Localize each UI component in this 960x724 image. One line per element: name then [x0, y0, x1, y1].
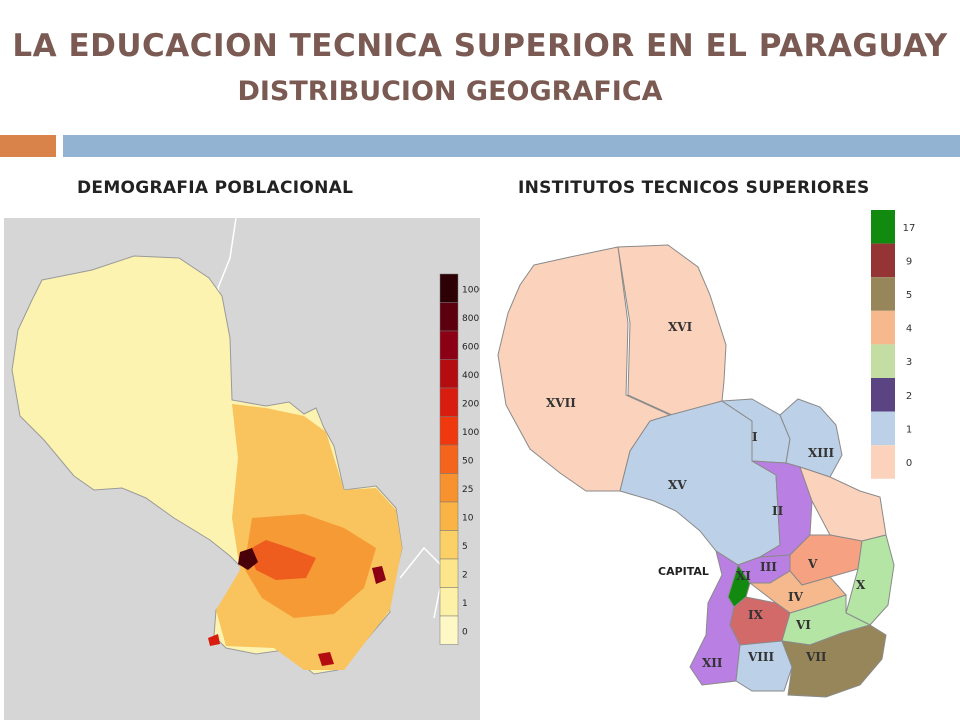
institutes-legend-label: 5: [906, 290, 912, 301]
institutes-heading: INSTITUTOS TECNICOS SUPERIORES: [518, 178, 870, 198]
region-label-iv: IV: [788, 590, 804, 604]
density-legend-label: 800: [462, 314, 479, 324]
density-legend-label: 0: [462, 627, 468, 637]
accent-bar-blue: [63, 135, 960, 157]
page-subtitle: DISTRIBUCION GEOGRAFICA: [237, 76, 663, 107]
region-label-xvi: XVI: [668, 320, 693, 334]
population-density-map: 10008006004002001005025105210: [4, 217, 485, 720]
region-label-ii: II: [772, 504, 784, 518]
accent-bar-orange: [0, 135, 56, 157]
density-legend-label: 25: [462, 485, 473, 495]
density-legend-swatch: [439, 615, 459, 645]
density-legend-swatch: [439, 273, 459, 303]
region-label-iii: III: [760, 560, 777, 574]
density-legend-swatch: [439, 587, 459, 617]
institutes-legend-swatch: [871, 243, 895, 278]
density-legend-label: 2: [462, 570, 468, 580]
institutes-legend-swatch: [871, 411, 895, 446]
density-peak-southwest: [208, 634, 220, 646]
region-xvi: [617, 244, 727, 416]
region-label-viii: VIII: [747, 650, 775, 664]
institutes-legend-swatch: [871, 378, 895, 412]
density-legend-label: 400: [462, 371, 479, 381]
density-legend-swatch: [439, 558, 459, 588]
density-peak-capital: [238, 548, 258, 570]
institutes-legend-label: 3: [906, 357, 912, 368]
institutes-legend-swatch: [871, 310, 895, 345]
density-legend-swatch: [439, 302, 459, 332]
density-legend-label: 5: [462, 542, 468, 552]
density-legend-label: 600: [462, 342, 479, 352]
density-legend-label: 200: [462, 399, 479, 409]
density-legend-swatch: [439, 416, 459, 446]
density-legend-label: 10: [462, 513, 474, 523]
region-label-v: V: [807, 557, 818, 571]
density-legend-swatch: [439, 473, 459, 503]
density-zone-200: [248, 540, 316, 580]
institutes-legend-swatch: [871, 277, 895, 311]
density-peak-south: [318, 652, 334, 666]
region-label-xv: XV: [668, 478, 687, 492]
institutes-legend-label: 4: [906, 324, 912, 335]
density-legend-label: 1: [462, 599, 468, 609]
region-label-i: I: [752, 430, 758, 444]
density-map-svg: 10008006004002001005025105210: [11, 217, 485, 675]
region-label-vii: VII: [805, 650, 827, 664]
density-legend-label: 100: [462, 428, 479, 438]
institutes-legend-label: 2: [906, 391, 912, 402]
institutes-legend-label: 17: [903, 223, 916, 234]
density-legend-swatch: [439, 387, 459, 417]
region-x: [845, 534, 895, 626]
institutes-legend: 17 9 5 4 3 2 1 0: [871, 210, 915, 479]
institutes-legend-swatch: [871, 210, 895, 244]
density-legend-swatch: [439, 530, 459, 560]
institutes-legend-swatch: [871, 445, 895, 479]
institutes-legend-swatch: [871, 344, 895, 378]
region-viii: [735, 640, 793, 692]
density-legend-label: 50: [462, 456, 474, 466]
institutes-map: XVI XVII XV I XIII II III XI V IV IX X VI XII VIII VII …: [490, 205, 960, 720]
density-legend-swatch: [439, 444, 459, 474]
density-legend-swatch: [439, 330, 459, 360]
institutes-legend-label: 9: [906, 256, 912, 267]
institutes-legend-label: 1: [906, 424, 912, 435]
density-legend-swatch: [439, 501, 459, 531]
capital-label: CAPITAL: [658, 565, 709, 578]
region-label-xii: XII: [702, 656, 723, 670]
region-label-ix: IX: [748, 608, 764, 622]
region-label-vi: VI: [795, 618, 811, 632]
region-label-xvii: XVII: [546, 396, 576, 410]
region-vii: [781, 624, 887, 698]
region-xiii: [779, 398, 843, 478]
page-title: LA EDUCACION TECNICA SUPERIOR EN EL PARA…: [12, 28, 948, 64]
density-peak-east: [372, 566, 386, 584]
density-legend-swatch: [439, 359, 459, 389]
institutes-legend-label: 0: [906, 458, 912, 469]
region-label-xi: XI: [736, 569, 751, 583]
region-label-xiii: XIII: [808, 446, 835, 460]
border-line: [399, 546, 445, 619]
demography-heading: DEMOGRAFIA POBLACIONAL: [77, 178, 354, 198]
density-legend: 10008006004002001005025105210: [439, 273, 485, 645]
region-label-x: X: [856, 578, 866, 592]
density-legend-label: 1000: [462, 285, 480, 295]
